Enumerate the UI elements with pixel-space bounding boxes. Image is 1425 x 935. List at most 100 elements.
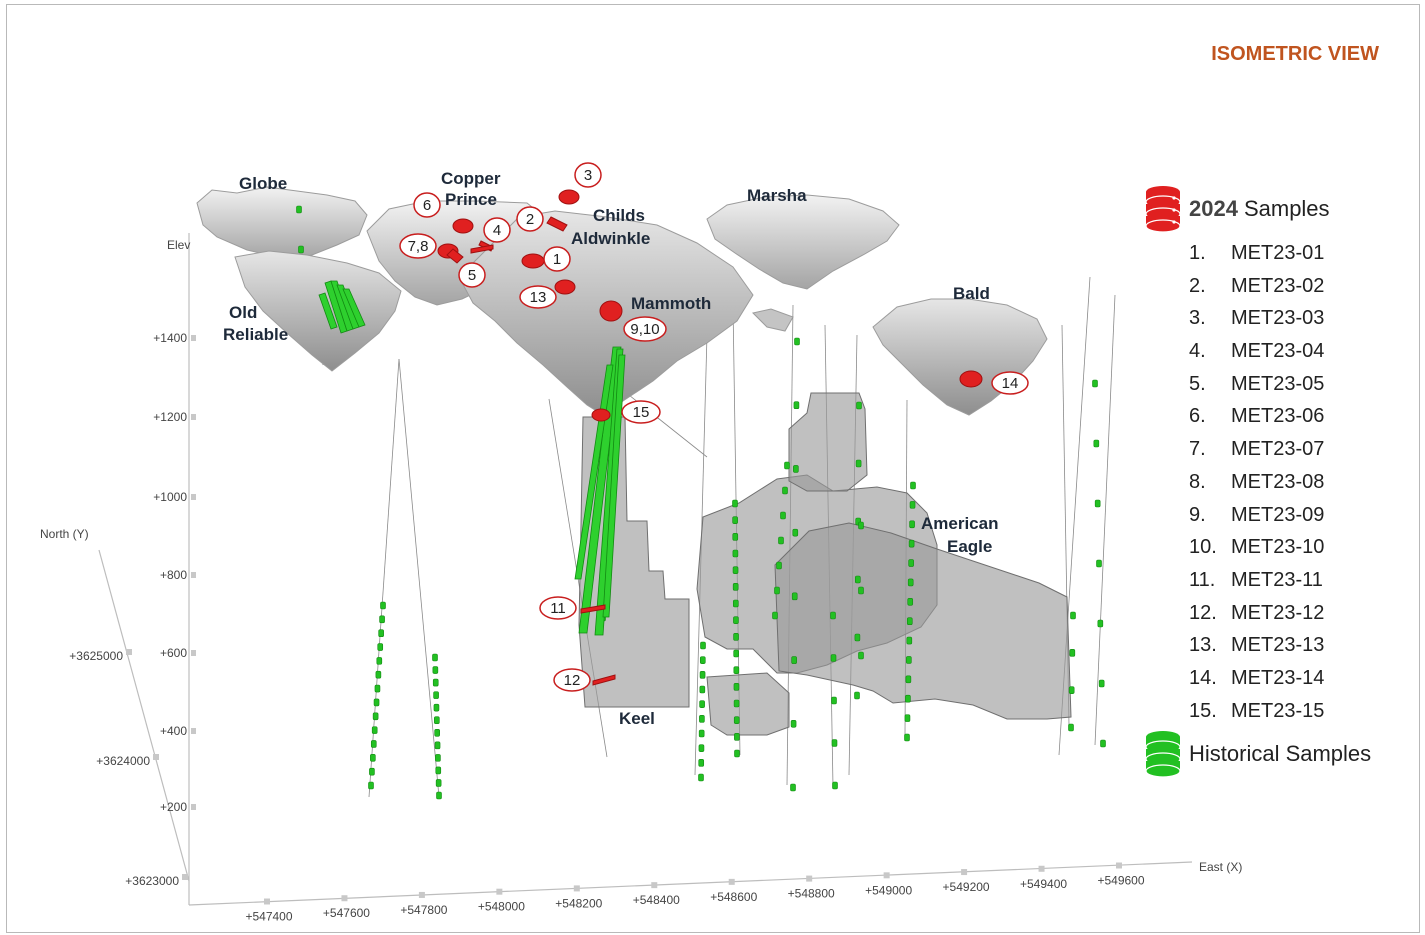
legend-item-number: 12. — [1189, 601, 1217, 624]
label-mammoth: Mammoth — [631, 294, 711, 313]
historical-sample-segment — [909, 520, 915, 529]
legend-historical: Historical Samples — [1143, 729, 1403, 779]
historical-sample-segment — [435, 779, 442, 787]
historical-sample-segment — [732, 516, 738, 524]
legend-item-number: 14. — [1189, 666, 1217, 689]
label-marsha: Marsha — [747, 186, 807, 205]
view-title: ISOMETRIC VIEW — [1211, 43, 1379, 65]
historical-sample-segment — [906, 636, 913, 645]
historical-sample-segment — [1070, 611, 1076, 620]
historical-sample-segment — [1098, 679, 1105, 688]
label-american: American — [921, 514, 998, 533]
east-ticks: +547400 +547600 +547800 +548000 +548200 +5484… — [245, 862, 1145, 924]
east-tick-mark — [961, 869, 968, 876]
sample-15-marker — [591, 408, 611, 422]
legend-item: 11. MET23-11 — [1189, 564, 1403, 597]
elev-tick-mark — [191, 414, 196, 420]
historical-sample-segment — [700, 641, 706, 650]
elev-tick-label: +800 — [160, 568, 187, 582]
historical-sample-segment — [830, 654, 837, 662]
label-aldwinkle: Aldwinkle — [571, 229, 650, 248]
east-tick-mark — [1038, 865, 1045, 872]
label-copper: Copper — [441, 169, 501, 188]
legend-year: 2024 — [1189, 196, 1238, 221]
historical-sample-segment — [1093, 439, 1100, 448]
elev-tick-mark — [191, 494, 196, 500]
legend-item-number: 11. — [1189, 568, 1216, 591]
historical-sample-segment — [733, 683, 740, 691]
historical-sample-segment — [380, 601, 386, 610]
sample-14-marker — [959, 370, 983, 388]
historical-sample-segment — [1068, 723, 1074, 732]
legend-item: 12. MET23-12 — [1189, 597, 1403, 630]
historical-sample-segment — [734, 733, 740, 741]
callout-2: 2 — [516, 206, 544, 232]
sample-6-marker — [452, 218, 474, 234]
elev-tick-label: +1000 — [153, 490, 187, 504]
svg-text:9,10: 9,10 — [630, 321, 659, 338]
east-tick-label: +547400 — [245, 910, 292, 924]
legend-item: 13. MET23-13 — [1189, 629, 1403, 662]
east-tick-label: +549000 — [865, 883, 912, 897]
historical-sample-segment — [699, 671, 706, 679]
callout-11: 11 — [539, 596, 577, 620]
east-axis-line — [188, 861, 1193, 906]
east-tick-mark — [418, 891, 425, 898]
sample-5-marker — [470, 244, 494, 254]
south-orebody — [706, 672, 790, 736]
svg-text:1: 1 — [553, 251, 561, 268]
north-tick-label: +3624000 — [96, 754, 150, 768]
callout-12: 12 — [553, 668, 591, 692]
svg-text:15: 15 — [633, 404, 650, 421]
marsha-pit-shell — [706, 194, 900, 290]
svg-text:6: 6 — [423, 197, 431, 214]
historical-sample-segment — [909, 501, 916, 509]
historical-sample-segment — [733, 699, 740, 708]
callout-7-8: 7,8 — [399, 233, 437, 259]
historical-sample-segment — [698, 729, 705, 738]
legend-item-number: 6. — [1189, 405, 1206, 428]
label-bald: Bald — [953, 284, 990, 303]
historical-sample-segment — [733, 716, 740, 724]
historical-sample-segment — [699, 700, 705, 708]
legend-item: 1. MET23-01 — [1189, 237, 1403, 270]
legend-item: 7. MET23-07 — [1189, 433, 1403, 466]
east-tick-mark — [496, 888, 503, 895]
legend-item-number: 1. — [1189, 242, 1206, 264]
east-tick-label: +548000 — [478, 900, 525, 914]
callout-3: 3 — [574, 162, 602, 188]
legend-item-label: MET23-09 — [1231, 503, 1325, 526]
callout-5: 5 — [458, 262, 486, 288]
sample-13-marker — [554, 279, 576, 295]
north-tick-mark — [153, 754, 159, 760]
legend-item-number: 10. — [1189, 536, 1217, 559]
east-axis-label: East (X) — [1199, 860, 1242, 874]
north-axis-label: North (Y) — [40, 527, 89, 541]
legend-item-label: MET23-07 — [1231, 438, 1325, 461]
historical-sample-segment — [904, 733, 910, 742]
elev-tick-mark — [191, 728, 196, 734]
historical-sample-segment — [905, 675, 912, 684]
historical-sample-segment — [791, 656, 797, 664]
historical-sample-segment — [699, 715, 705, 723]
historical-sample-segment — [732, 533, 739, 541]
legend-item: 4. MET23-04 — [1189, 335, 1403, 368]
east-tick-label: +547600 — [323, 906, 370, 920]
historical-sample-segment — [832, 781, 838, 790]
east-tick-label: +549600 — [1097, 874, 1144, 888]
historical-sample-segment — [377, 643, 384, 651]
elev-axis-label: Elev — [167, 238, 190, 252]
sample-1-marker — [521, 253, 545, 269]
historical-sample-segment — [831, 696, 837, 705]
historical-sample-segment — [854, 691, 860, 700]
historical-sample-segment — [778, 536, 784, 545]
svg-text:7,8: 7,8 — [408, 238, 429, 255]
elev-tick-mark — [191, 804, 196, 810]
label-childs: Childs — [593, 206, 645, 225]
database-green-icon — [1145, 731, 1181, 778]
sample-12-marker — [592, 674, 616, 686]
east-tick-label: +548400 — [633, 893, 680, 907]
east-tick-mark — [806, 875, 813, 882]
elev-tick-label: +400 — [160, 724, 187, 738]
figure-frame: ISOMETRIC VIEW Elev North (Y) East (X) +… — [6, 4, 1420, 933]
